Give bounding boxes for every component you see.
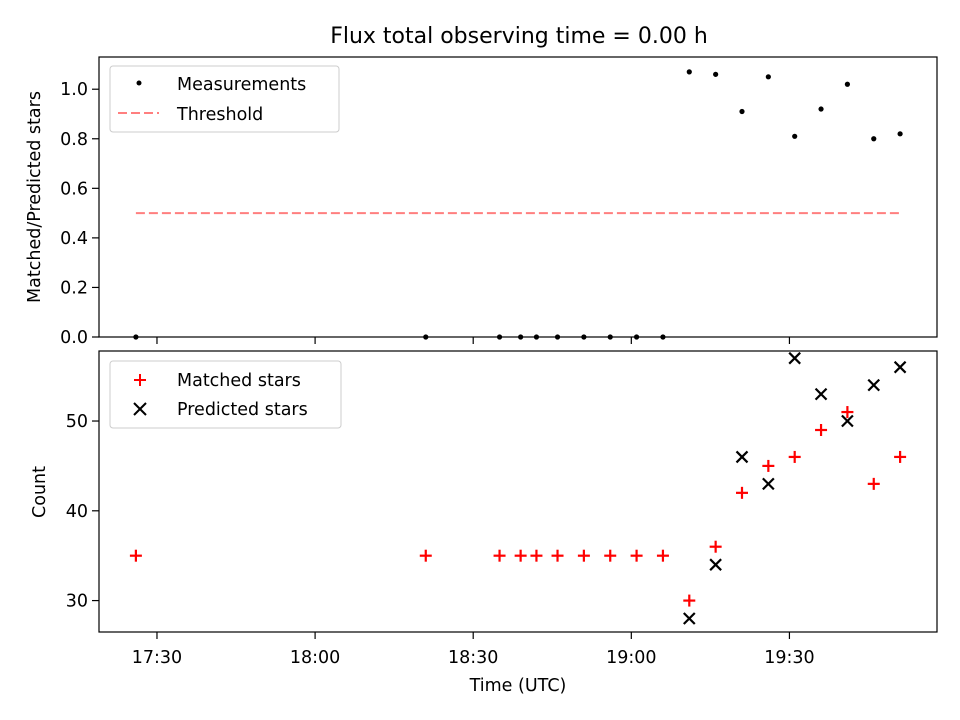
ratio-y-tick-label: 0.6 [60, 179, 88, 199]
ratio-x-ticks [156, 337, 791, 344]
matched-star-point [630, 549, 643, 562]
count-y-tick-label: 40 [66, 502, 88, 522]
count-y-ticks: 30 40 50 [66, 412, 99, 612]
ratio-y-tick-label: 0.2 [60, 278, 88, 298]
matched-star-point [683, 594, 696, 607]
ratio-y-tick-label: 1.0 [60, 80, 88, 100]
x-tick-label: 19:00 [606, 648, 656, 668]
measurement-point [871, 136, 877, 142]
matched-star-point [788, 450, 801, 463]
x-tick-label: 18:00 [290, 648, 340, 668]
measurement-point [818, 106, 824, 112]
predicted-star-point [735, 450, 749, 464]
ratio-axes-frame [98, 56, 938, 338]
measurements-legend-label: Measurements [177, 75, 306, 95]
predicted-star-point [788, 351, 801, 365]
matched-star-point [894, 450, 907, 463]
predicted-star-point [709, 558, 722, 571]
matched-legend-marker [134, 374, 146, 386]
predicted-star-point [893, 360, 907, 374]
count-panel: 30 40 50 17:30 18:00 18:30 19:00 19:30 Count T… [30, 350, 938, 696]
matched-star-point [867, 477, 880, 490]
predicted-star-point [814, 387, 828, 401]
measurement-point [844, 81, 851, 87]
matched-star-point [762, 459, 775, 472]
x-tick-label: 17:30 [132, 648, 182, 668]
ratio-legend-box [109, 65, 340, 133]
predicted-star-point [762, 477, 775, 491]
matched-star-point [551, 549, 564, 562]
measurement-point [739, 108, 745, 115]
threshold-legend-label: Threshold [176, 105, 263, 125]
ratio-y-tick-label: 0.4 [60, 229, 88, 249]
matched-star-point [577, 549, 590, 562]
matched-star-point [129, 549, 142, 562]
ratio-y-ticks: 0.0 0.2 0.4 0.6 0.8 1.0 [60, 80, 99, 348]
ratio-y-axis-label: Matched/Predicted stars [25, 91, 45, 303]
predicted-star-point [841, 414, 854, 428]
count-y-tick-label: 50 [66, 412, 88, 432]
matched-star-point [735, 486, 748, 499]
matched-star-point [493, 549, 506, 562]
count-legend: Matched stars Predicted stars [109, 360, 342, 429]
ratio-panel: 0.0 0.2 0.4 0.6 0.8 1.0 Matched/Predicted sta… [25, 56, 938, 348]
ratio-y-tick-label: 0.8 [60, 130, 88, 150]
matched-star-point [514, 549, 527, 562]
ratio-legend: Measurements Threshold [109, 65, 340, 133]
matched-star-point [419, 549, 432, 562]
count-legend-box [109, 360, 342, 429]
matched-legend-label: Matched stars [177, 371, 301, 391]
measurement-point [713, 71, 719, 77]
measurement-point [765, 74, 771, 80]
predicted-star-point [867, 378, 881, 392]
x-tick-label: 18:30 [448, 648, 498, 668]
measurement-point [686, 69, 692, 75]
count-marks [129, 351, 907, 625]
count-y-tick-label: 30 [66, 592, 88, 612]
count-axes-frame [98, 350, 938, 633]
x-axis-label: Time (UTC) [469, 676, 567, 696]
x-tick-label: 19:30 [764, 648, 814, 668]
predicted-star-point [683, 612, 696, 625]
figure-title: Flux total observing time = 0.00 h [330, 24, 708, 49]
matched-star-point [815, 424, 828, 437]
ratio-y-tick-label: 0.0 [60, 328, 88, 348]
matched-star-point [604, 549, 617, 562]
matched-star-point [656, 549, 669, 562]
matched-star-point [709, 540, 722, 553]
count-y-axis-label: Count [30, 466, 50, 518]
measurement-point [897, 131, 903, 137]
matched-star-point [530, 549, 543, 562]
predicted-legend-label: Predicted stars [177, 400, 308, 420]
measurements-legend-marker [136, 80, 142, 86]
measurement-point [792, 133, 798, 139]
count-x-ticks: 17:30 18:00 18:30 19:00 19:30 [132, 632, 815, 668]
matched-star-point [841, 406, 854, 419]
predicted-legend-marker [133, 402, 147, 416]
